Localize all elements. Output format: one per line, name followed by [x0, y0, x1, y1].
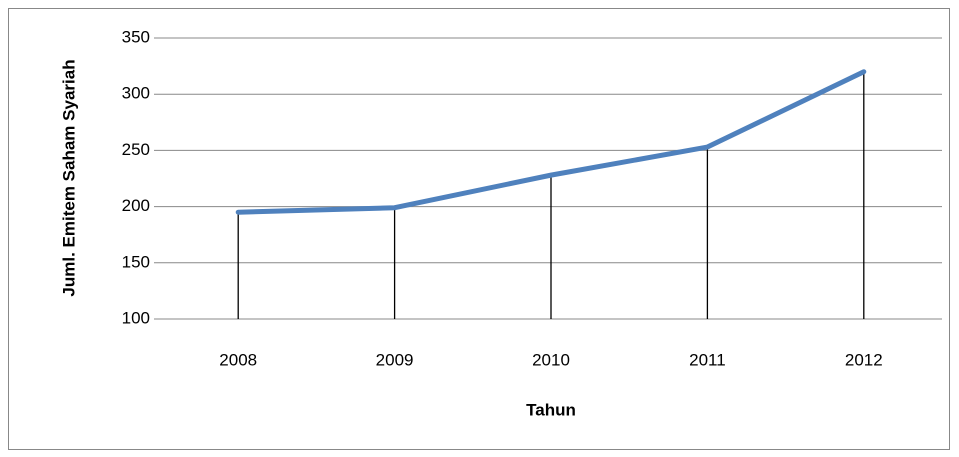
- series-line: [235, 69, 867, 215]
- y-tick-label: 250: [122, 140, 150, 159]
- x-tick-label: 2010: [532, 350, 570, 369]
- y-tick-label: 350: [122, 27, 150, 46]
- y-tick-label: 150: [122, 252, 150, 271]
- y-tick-label: 200: [122, 196, 150, 215]
- chart-border: [8, 8, 950, 450]
- x-tick-label: 2012: [845, 350, 883, 369]
- x-tick-label: 2008: [219, 350, 257, 369]
- x-axis-label: Tahun: [526, 400, 576, 419]
- y-tick-label: 300: [122, 84, 150, 103]
- x-tick-label: 2009: [376, 350, 414, 369]
- x-tick-label: 2011: [689, 350, 726, 369]
- y-axis-label: Juml. Emitem Saham Syariah: [59, 59, 78, 296]
- y-tick-label: 100: [122, 308, 150, 327]
